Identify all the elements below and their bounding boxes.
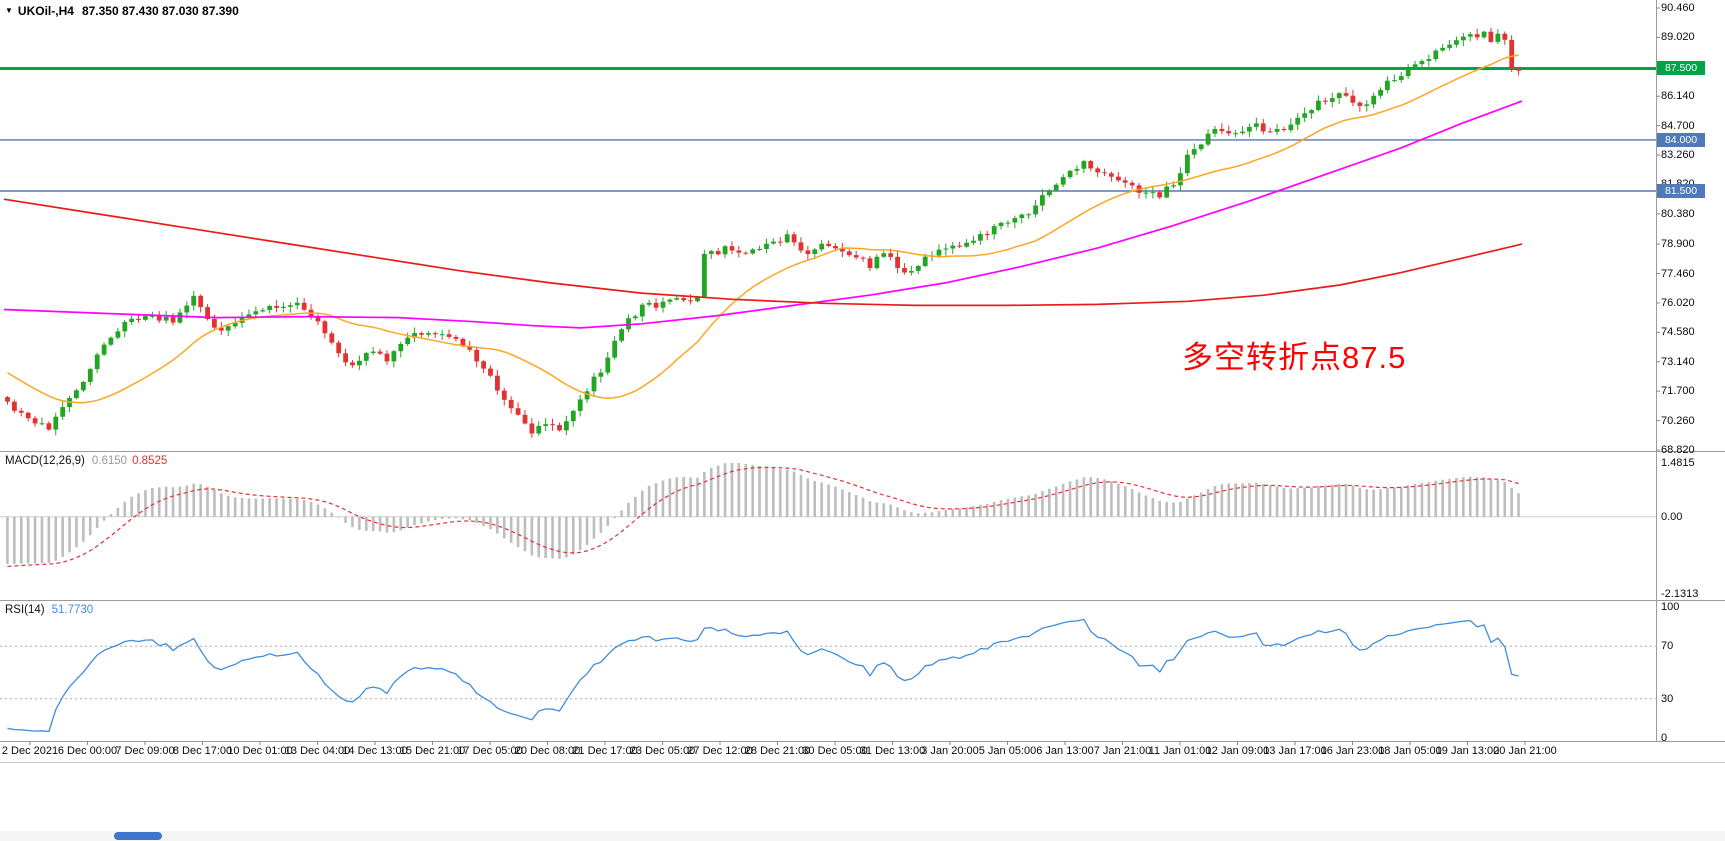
- macd-tick-label: -2.1313: [1661, 588, 1699, 600]
- price-tick-label: 71.700: [1661, 385, 1695, 398]
- price-tick-label: 74.580: [1661, 326, 1695, 339]
- time-tick-label: 17 Dec 05:00: [457, 745, 523, 757]
- price-tick-label: 78.900: [1661, 238, 1695, 251]
- time-tick-label: 30 Dec 05:00: [802, 745, 868, 757]
- time-tick-label: 19 Jan 13:00: [1435, 745, 1500, 757]
- horizontal-scrollbar-track[interactable]: [0, 831, 1725, 841]
- rsi-level-lines: [0, 645, 1656, 700]
- horizontal-price-lines: [0, 66, 1656, 192]
- price-tick-label: 80.380: [1661, 207, 1695, 220]
- price-tick-label: 83.260: [1661, 149, 1695, 162]
- chart-canvas[interactable]: [0, 0, 1725, 763]
- time-tick-label: 13 Jan 17:00: [1263, 745, 1327, 757]
- bottom-scroll-area: [0, 763, 1725, 841]
- price-tick-label: 77.460: [1661, 267, 1695, 280]
- time-tick-label: 21 Dec 17:00: [572, 745, 638, 757]
- rsi-tick-label: 0: [1661, 732, 1668, 744]
- symbol-period-label: UKOil-,H4: [17, 4, 74, 18]
- time-tick-label: 11 Jan 01:00: [1148, 745, 1212, 757]
- ohlc-values: 87.350 87.430 87.030 87.390: [81, 4, 239, 18]
- macd-signal-value: 0.8525: [132, 455, 168, 467]
- time-tick-label: 16 Jan 23:00: [1320, 745, 1385, 757]
- macd-pane-label: MACD(12,26,9) 0.6150 0.8525: [5, 455, 167, 467]
- price-tick-label: 70.260: [1661, 414, 1695, 427]
- price-line-badge: 87.500: [1657, 61, 1705, 76]
- time-tick-label: 13 Dec 04:00: [284, 745, 351, 757]
- time-tick-label: 10 Dec 01:00: [227, 745, 293, 757]
- macd-tick-label: 0.00: [1661, 510, 1683, 523]
- chart-title-bar: ▼ UKOil-,H4 87.350 87.430 87.030 87.390: [5, 4, 239, 18]
- time-tick-label: 28 Dec 21:00: [744, 745, 811, 757]
- time-tick-label: 5 Jan 05:00: [978, 745, 1037, 757]
- time-tick-label: 14 Dec 13:00: [342, 745, 408, 757]
- price-annotation: 多空转折点87.5: [1182, 340, 1407, 375]
- price-axis[interactable]: 90.46089.02087.58086.14084.70083.26081.8…: [1656, 0, 1725, 763]
- time-tick-label: 20 Jan 21:00: [1493, 745, 1557, 757]
- time-tick-label: 15 Dec 21:00: [399, 745, 466, 757]
- macd-tick-label: 1.4815: [1661, 457, 1695, 469]
- time-tick-marks: [29, 741, 1526, 745]
- time-tick-label: 23 Dec 05:00: [629, 745, 696, 757]
- price-tick-label: 89.020: [1661, 31, 1695, 44]
- time-tick-label: 7 Jan 21:00: [1093, 745, 1152, 757]
- time-tick-label: 18 Jan 05:00: [1378, 745, 1442, 757]
- rsi-value: 51.7730: [51, 604, 94, 616]
- price-line-badge: 81.500: [1657, 184, 1705, 198]
- macd-indicator-label: MACD(12,26,9): [5, 455, 85, 467]
- horizontal-scrollbar-thumb[interactable]: [114, 832, 162, 840]
- rsi-tick-label: 30: [1661, 692, 1674, 705]
- rsi-indicator-label: RSI(14): [5, 604, 45, 616]
- time-tick-label: 12 Jan 09:00: [1205, 745, 1270, 757]
- time-tick-label: 6 Jan 13:00: [1036, 745, 1094, 757]
- time-tick-label: 20 Dec 08:00: [514, 745, 581, 757]
- time-axis[interactable]: 2 Dec 2021 6 Dec 00:00 7 Dec 09:00 8 Dec 17…: [0, 741, 1656, 763]
- ma-mid-line: [3, 100, 1523, 329]
- price-tick-label: 90.460: [1661, 2, 1695, 14]
- price-tick-label: 73.140: [1661, 355, 1695, 368]
- rsi-tick-label: 70: [1661, 640, 1674, 653]
- macd-histogram: [6, 463, 1520, 565]
- price-tick-label: 76.020: [1661, 296, 1695, 309]
- symbol-dropdown-icon[interactable]: ▼: [5, 6, 13, 15]
- macd-signal-line: [7, 466, 1519, 568]
- price-tick-label: 84.700: [1661, 119, 1695, 132]
- time-tick-label: 31 Dec 13:00: [859, 745, 926, 757]
- time-tick-label: 3 Jan 20:00: [921, 745, 979, 757]
- price-tick-label: 86.140: [1661, 90, 1695, 103]
- rsi-line: [7, 618, 1519, 733]
- rsi-tick-label: 100: [1661, 601, 1680, 613]
- price-line-badge: 84.000: [1657, 132, 1705, 147]
- time-tick-label: 27 Dec 12:00: [687, 745, 753, 757]
- candles: [5, 27, 1521, 438]
- time-tick-label: 7 Dec 09:00: [115, 745, 175, 757]
- time-tick-label: 2 Dec 2021: [1, 745, 59, 757]
- pane-borders: [0, 0, 1725, 763]
- ma-slow-line: [3, 198, 1523, 307]
- price-tick-label: 68.820: [1661, 444, 1695, 456]
- rsi-pane-label: RSI(14) 51.7730: [5, 604, 93, 616]
- macd-main-value: 0.6150: [91, 455, 128, 467]
- time-tick-label: 6 Dec 00:00: [57, 745, 118, 757]
- time-tick-label: 8 Dec 17:00: [172, 745, 233, 757]
